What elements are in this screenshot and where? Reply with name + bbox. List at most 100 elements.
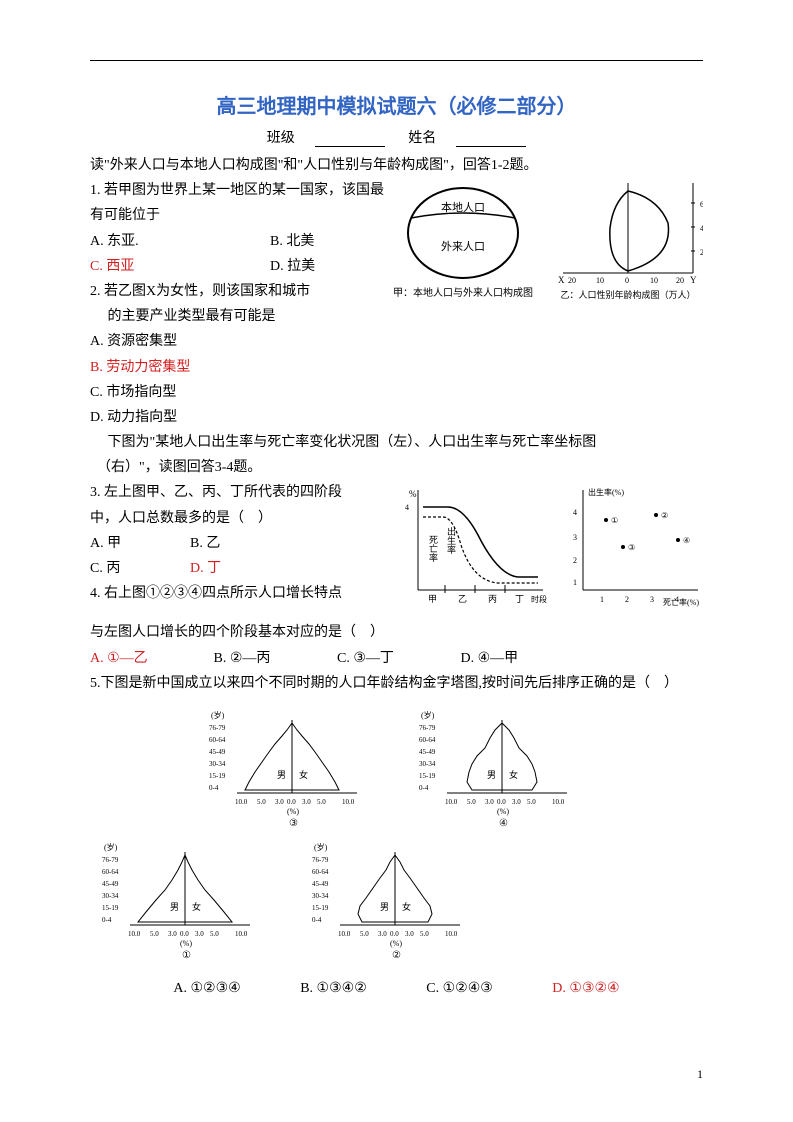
- intro-1: 读"外来人口与本地人口构成图"和"人口性别与年龄构成图"，回答1-2题。: [90, 153, 703, 178]
- svg-text:3.0: 3.0: [275, 798, 284, 806]
- svg-text:5.0: 5.0: [257, 798, 266, 806]
- svg-text:3.0: 3.0: [168, 930, 177, 938]
- svg-text:乙: 乙: [458, 594, 467, 604]
- svg-text:(岁): (岁): [314, 842, 328, 852]
- q5-options: A. ①②③④ B. ①③④② C. ①②④③ D. ①③②④: [90, 980, 703, 997]
- svg-text:20: 20: [568, 276, 576, 285]
- svg-text:男: 男: [277, 770, 286, 780]
- q1-a: A. 东亚.: [90, 229, 270, 254]
- svg-text:死亡率(%): 死亡率(%): [663, 597, 699, 607]
- svg-text:60-64: 60-64: [102, 868, 119, 876]
- q4-d: D. ④—甲: [461, 651, 519, 666]
- svg-text:0-4: 0-4: [209, 784, 219, 792]
- q5-d: D. ①③②④: [552, 981, 619, 996]
- svg-text:②: ②: [661, 511, 668, 520]
- q3-d: D. 丁: [190, 556, 221, 581]
- svg-text:76-79: 76-79: [312, 856, 329, 864]
- class-blank[interactable]: [315, 133, 385, 147]
- svg-text:%: %: [409, 489, 417, 499]
- q2-a: A. 资源密集型: [90, 329, 703, 354]
- svg-text:X: X: [558, 275, 565, 285]
- svg-text:30-34: 30-34: [419, 760, 436, 768]
- svg-text:(%): (%): [287, 807, 299, 816]
- svg-text:0-4: 0-4: [312, 916, 322, 924]
- svg-text:60: 60: [700, 200, 703, 209]
- svg-text:男: 男: [170, 902, 179, 912]
- q5-a: A. ①②③④: [173, 981, 240, 996]
- svg-text:45-49: 45-49: [102, 880, 119, 888]
- pyramid-caption: 乙：人口性别年龄构成图（万人）: [560, 289, 695, 300]
- svg-text:男: 男: [487, 770, 496, 780]
- q2-b: B. 劳动力密集型: [90, 355, 703, 380]
- svg-text:0-4: 0-4: [102, 916, 112, 924]
- svg-text:2: 2: [573, 556, 577, 565]
- q1-d: D. 拉美: [270, 254, 315, 279]
- q3-a: A. 甲: [90, 531, 190, 556]
- svg-text:3.0: 3.0: [512, 798, 521, 806]
- svg-text:20: 20: [676, 276, 684, 285]
- svg-text:40: 40: [700, 224, 703, 233]
- svg-text:5.0: 5.0: [527, 798, 536, 806]
- svg-text:②: ②: [392, 950, 401, 960]
- q1-c: C. 西亚: [90, 254, 270, 279]
- svg-text:3.0: 3.0: [302, 798, 311, 806]
- svg-text:3: 3: [650, 595, 654, 604]
- svg-text:10.0: 10.0: [235, 798, 248, 806]
- svg-text:76-79: 76-79: [419, 724, 436, 732]
- pyramid-1: (岁) 76-79 60-64 45-49 30-34 15-19 0-4 男 …: [100, 840, 270, 960]
- pie-caption: 甲：本地人口与外来人口构成图: [393, 286, 533, 299]
- svg-text:5.0: 5.0: [317, 798, 326, 806]
- q3-c: C. 丙: [90, 556, 190, 581]
- svg-text:4: 4: [675, 595, 679, 604]
- svg-text:76-79: 76-79: [209, 724, 226, 732]
- fig2-svg: % 4 出生率 死亡率 甲 乙 丙 丁 时段 出生率(%) 死亡率(%) 4 3…: [403, 480, 703, 620]
- intro-2b: （右）"，读图回答3-4题。: [90, 455, 703, 480]
- page-title: 高三地理期中模拟试题六（必修二部分）: [90, 90, 703, 119]
- svg-text:1: 1: [600, 595, 604, 604]
- q2-c: C. 市场指向型: [90, 380, 703, 405]
- q5-c: C. ①②④③: [426, 981, 493, 996]
- intro-2a: 下图为"某地人口出生率与死亡率变化状况图（左）、人口出生率与死亡率坐标图: [90, 430, 703, 455]
- name-blank[interactable]: [456, 133, 526, 147]
- svg-text:30-34: 30-34: [312, 892, 329, 900]
- svg-text:3: 3: [573, 533, 577, 542]
- q2-d: D. 动力指向型: [90, 405, 703, 430]
- svg-text:出生率(%): 出生率(%): [588, 487, 624, 497]
- svg-text:甲: 甲: [428, 594, 437, 604]
- svg-text:(岁): (岁): [421, 710, 435, 720]
- page-number: 1: [697, 1067, 703, 1082]
- name-label: 姓名: [408, 131, 436, 146]
- svg-text:0.0: 0.0: [287, 798, 296, 806]
- svg-text:10.0: 10.0: [445, 798, 458, 806]
- svg-text:10.0: 10.0: [338, 930, 351, 938]
- pyramid-2: (岁) 76-79 60-64 45-49 30-34 15-19 0-4 男 …: [310, 840, 480, 960]
- svg-text:①: ①: [182, 950, 191, 960]
- svg-text:4: 4: [573, 508, 577, 517]
- svg-text:Y: Y: [690, 275, 697, 285]
- pie-foreign: 外来人口: [441, 240, 485, 253]
- pie-local: 本地人口: [441, 200, 485, 214]
- q4-c: C. ③—丁: [337, 646, 457, 671]
- q3-b: B. 乙: [190, 531, 220, 556]
- q5-b: B. ①③④②: [300, 981, 367, 996]
- q4-a: A. ①—乙: [90, 646, 210, 671]
- top-border: [90, 60, 703, 61]
- svg-text:30-34: 30-34: [209, 760, 226, 768]
- svg-text:45-49: 45-49: [312, 880, 329, 888]
- svg-text:10.0: 10.0: [128, 930, 141, 938]
- svg-text:4: 4: [405, 503, 409, 512]
- q1-b: B. 北美: [270, 229, 314, 254]
- figure-group-1: 本地人口 外来人口 甲：本地人口与外来人口构成图 60 40 20 X Y 20…: [393, 178, 703, 318]
- svg-text:10.0: 10.0: [342, 798, 355, 806]
- svg-text:0.0: 0.0: [390, 930, 399, 938]
- svg-text:60-64: 60-64: [209, 736, 226, 744]
- svg-text:(岁): (岁): [104, 842, 118, 852]
- svg-text:45-49: 45-49: [419, 748, 436, 756]
- svg-text:76-79: 76-79: [102, 856, 119, 864]
- class-label: 班级: [267, 131, 295, 146]
- svg-text:5.0: 5.0: [467, 798, 476, 806]
- svg-text:(岁): (岁): [211, 710, 225, 720]
- svg-text:3.0: 3.0: [195, 930, 204, 938]
- svg-text:出生率: 出生率: [446, 526, 456, 555]
- svg-text:0.0: 0.0: [497, 798, 506, 806]
